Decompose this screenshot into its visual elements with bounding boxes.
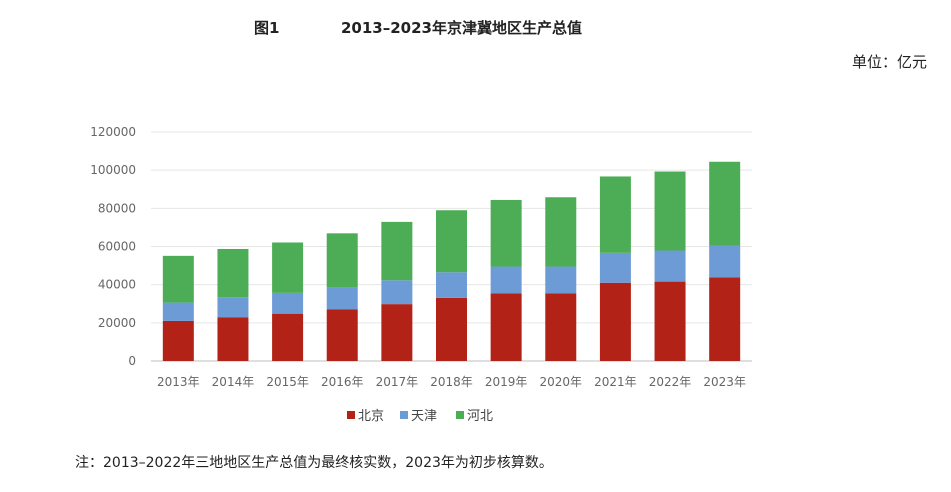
bar-segment-天津 (326, 287, 358, 310)
bar-segment-天津 (381, 280, 413, 305)
y-tick-label: 20000 (98, 316, 136, 330)
legend-swatch (400, 411, 408, 419)
bar-segment-天津 (490, 266, 522, 294)
bar-segment-北京 (709, 277, 741, 361)
legend: 北京 天津 河北 (347, 409, 493, 424)
bar-segment-北京 (654, 281, 686, 361)
bar-segment-北京 (217, 317, 249, 361)
bar-segment-北京 (272, 313, 304, 361)
y-tick-label: 0 (128, 354, 136, 368)
bar-segment-河北 (381, 221, 413, 281)
bar-segment-河北 (709, 161, 741, 246)
bar-segment-河北 (162, 255, 194, 303)
y-tick-label: 40000 (98, 278, 136, 292)
bar-layer (162, 161, 741, 361)
x-tick-label: 2016年 (321, 375, 364, 389)
bar-segment-天津 (599, 252, 631, 283)
bar-segment-河北 (490, 199, 522, 267)
x-tick-label: 2014年 (212, 375, 255, 389)
x-tick-label: 2015年 (266, 375, 309, 389)
legend-label: 北京 (358, 409, 384, 424)
bar-segment-北京 (490, 293, 522, 361)
bar-segment-北京 (381, 304, 413, 361)
x-tick-label: 2023年 (703, 375, 746, 389)
legend-label: 河北 (467, 409, 493, 424)
bar-segment-天津 (162, 302, 194, 321)
y-axis-ticks: 0 20000 40000 60000 80000 100000 120000 (90, 125, 136, 368)
x-axis-ticks: 2013年 2014年 2015年 2016年 2017年 2018年 2019年 2020年… (157, 375, 746, 389)
bar-segment-北京 (599, 282, 631, 361)
bar-segment-河北 (545, 197, 577, 267)
chart-title: 2013–2023年京津冀地区生产总值 (341, 19, 582, 37)
bar-segment-北京 (545, 293, 577, 361)
legend-label: 天津 (411, 409, 437, 424)
bar-segment-天津 (272, 292, 304, 314)
x-tick-label: 2020年 (539, 375, 582, 389)
bar-segment-北京 (162, 320, 194, 361)
bar-segment-河北 (326, 233, 358, 288)
figure-label: 图1 (254, 19, 280, 37)
bar-segment-河北 (217, 248, 249, 298)
y-tick-label: 100000 (90, 163, 136, 177)
bar-segment-北京 (436, 297, 467, 361)
bar-segment-河北 (654, 171, 686, 251)
bar-segment-河北 (436, 210, 467, 273)
bar-segment-河北 (599, 176, 631, 253)
x-tick-label: 2022年 (649, 375, 692, 389)
x-tick-label: 2013年 (157, 375, 200, 389)
y-tick-label: 120000 (90, 125, 136, 139)
bar-segment-天津 (709, 245, 741, 278)
footnote: 注：2013–2022年三地地区生产总值为最终核实数，2023年为初步核算数。 (75, 455, 553, 471)
y-tick-label: 80000 (98, 201, 136, 215)
bar-segment-天津 (436, 272, 467, 298)
unit-label: 单位：亿元 (851, 53, 927, 71)
bar-segment-河北 (272, 242, 304, 293)
bar-segment-天津 (545, 266, 577, 294)
x-tick-label: 2019年 (485, 375, 528, 389)
bar-segment-天津 (654, 250, 686, 282)
y-tick-label: 60000 (98, 240, 136, 254)
x-tick-label: 2018年 (430, 375, 473, 389)
legend-swatch (456, 411, 464, 419)
x-tick-label: 2017年 (376, 375, 419, 389)
x-tick-label: 2021年 (594, 375, 637, 389)
legend-swatch (347, 411, 355, 419)
bar-segment-天津 (217, 297, 249, 318)
bar-segment-北京 (326, 309, 358, 361)
